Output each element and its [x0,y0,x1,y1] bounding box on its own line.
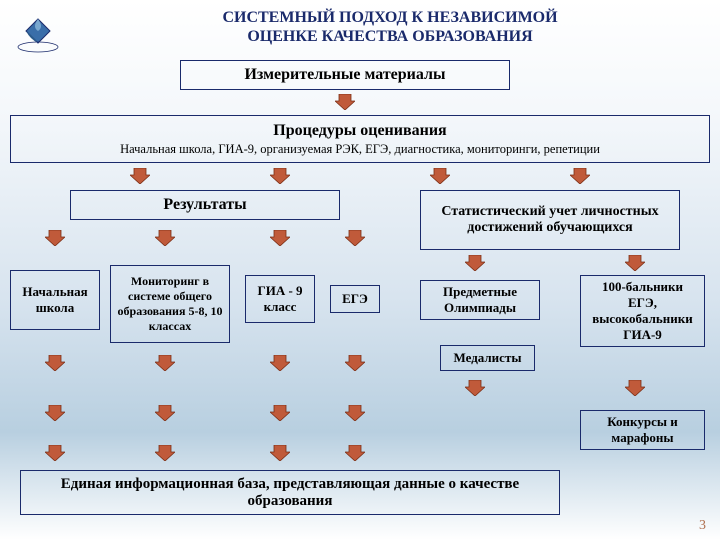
box-medalist: Медалисты [440,345,535,371]
box-stat: Статистический учет личностных достижени… [420,190,680,250]
box-gia9: ГИА - 9 класс [245,275,315,323]
flow-arrow-19 [270,405,290,421]
flow-arrow-4 [570,168,590,184]
box-procedures-sub: Начальная школа, ГИА-9, организуемая РЭК… [120,142,600,156]
box-hundred-label: 100-бальники ЕГЭ, высокобальники ГИА-9 [587,279,698,343]
flow-arrow-12 [155,355,175,371]
flow-arrow-0 [335,94,355,110]
flow-arrow-24 [345,445,365,461]
box-elementary-label: Начальная школа [17,284,93,316]
flow-arrow-8 [345,230,365,246]
flow-arrow-18 [155,405,175,421]
box-procedures: Процедуры оценивания Начальная школа, ГИА… [10,115,710,163]
box-contests-label: Конкурсы и марафоны [587,414,698,446]
flow-arrow-22 [155,445,175,461]
box-database: Единая информационная база, представляющ… [20,470,560,515]
flow-arrow-23 [270,445,290,461]
box-hundred: 100-бальники ЕГЭ, высокобальники ГИА-9 [580,275,705,347]
flow-arrow-7 [270,230,290,246]
flow-arrow-1 [130,168,150,184]
box-elementary: Начальная школа [10,270,100,330]
box-ege-label: ЕГЭ [342,291,368,307]
slide-title: СИСТЕМНЫЙ ПОДХОД К НЕЗАВИСИМОЙ ОЦЕНКЕ КА… [80,8,700,46]
flow-arrow-13 [270,355,290,371]
flow-arrow-14 [345,355,365,371]
box-olymp-label: Предметные Олимпиады [427,284,533,316]
box-medalist-label: Медалисты [454,350,522,366]
flow-arrow-6 [155,230,175,246]
box-gia9-label: ГИА - 9 класс [252,283,308,315]
box-procedures-label: Процедуры оценивания [273,122,446,140]
box-measuring: Измерительные материалы [180,60,510,90]
title-line2: ОЦЕНКЕ КАЧЕСТВА ОБРАЗОВАНИЯ [247,28,532,45]
flow-arrow-21 [45,445,65,461]
box-measuring-label: Измерительные материалы [244,66,445,84]
box-ege: ЕГЭ [330,285,380,313]
flow-arrow-2 [270,168,290,184]
slide-number: 3 [699,518,706,534]
box-monitoring-label: Мониторинг в системе общего образования … [117,274,223,334]
org-logo [8,8,68,58]
flow-arrow-16 [625,380,645,396]
flow-arrow-20 [345,405,365,421]
box-monitoring: Мониторинг в системе общего образования … [110,265,230,343]
flow-arrow-3 [430,168,450,184]
title-line1: СИСТЕМНЫЙ ПОДХОД К НЕЗАВИСИМОЙ [222,9,557,26]
box-contests: Конкурсы и марафоны [580,410,705,450]
box-results-label: Результаты [163,196,246,214]
box-results: Результаты [70,190,340,220]
flow-arrow-11 [45,355,65,371]
flow-arrow-17 [45,405,65,421]
box-olymp: Предметные Олимпиады [420,280,540,320]
flow-arrow-5 [45,230,65,246]
flow-arrow-9 [465,255,485,271]
box-database-label: Единая информационная база, представляющ… [27,476,553,510]
flow-arrow-10 [625,255,645,271]
box-stat-label: Статистический учет личностных достижени… [427,204,673,236]
flow-arrow-15 [465,380,485,396]
